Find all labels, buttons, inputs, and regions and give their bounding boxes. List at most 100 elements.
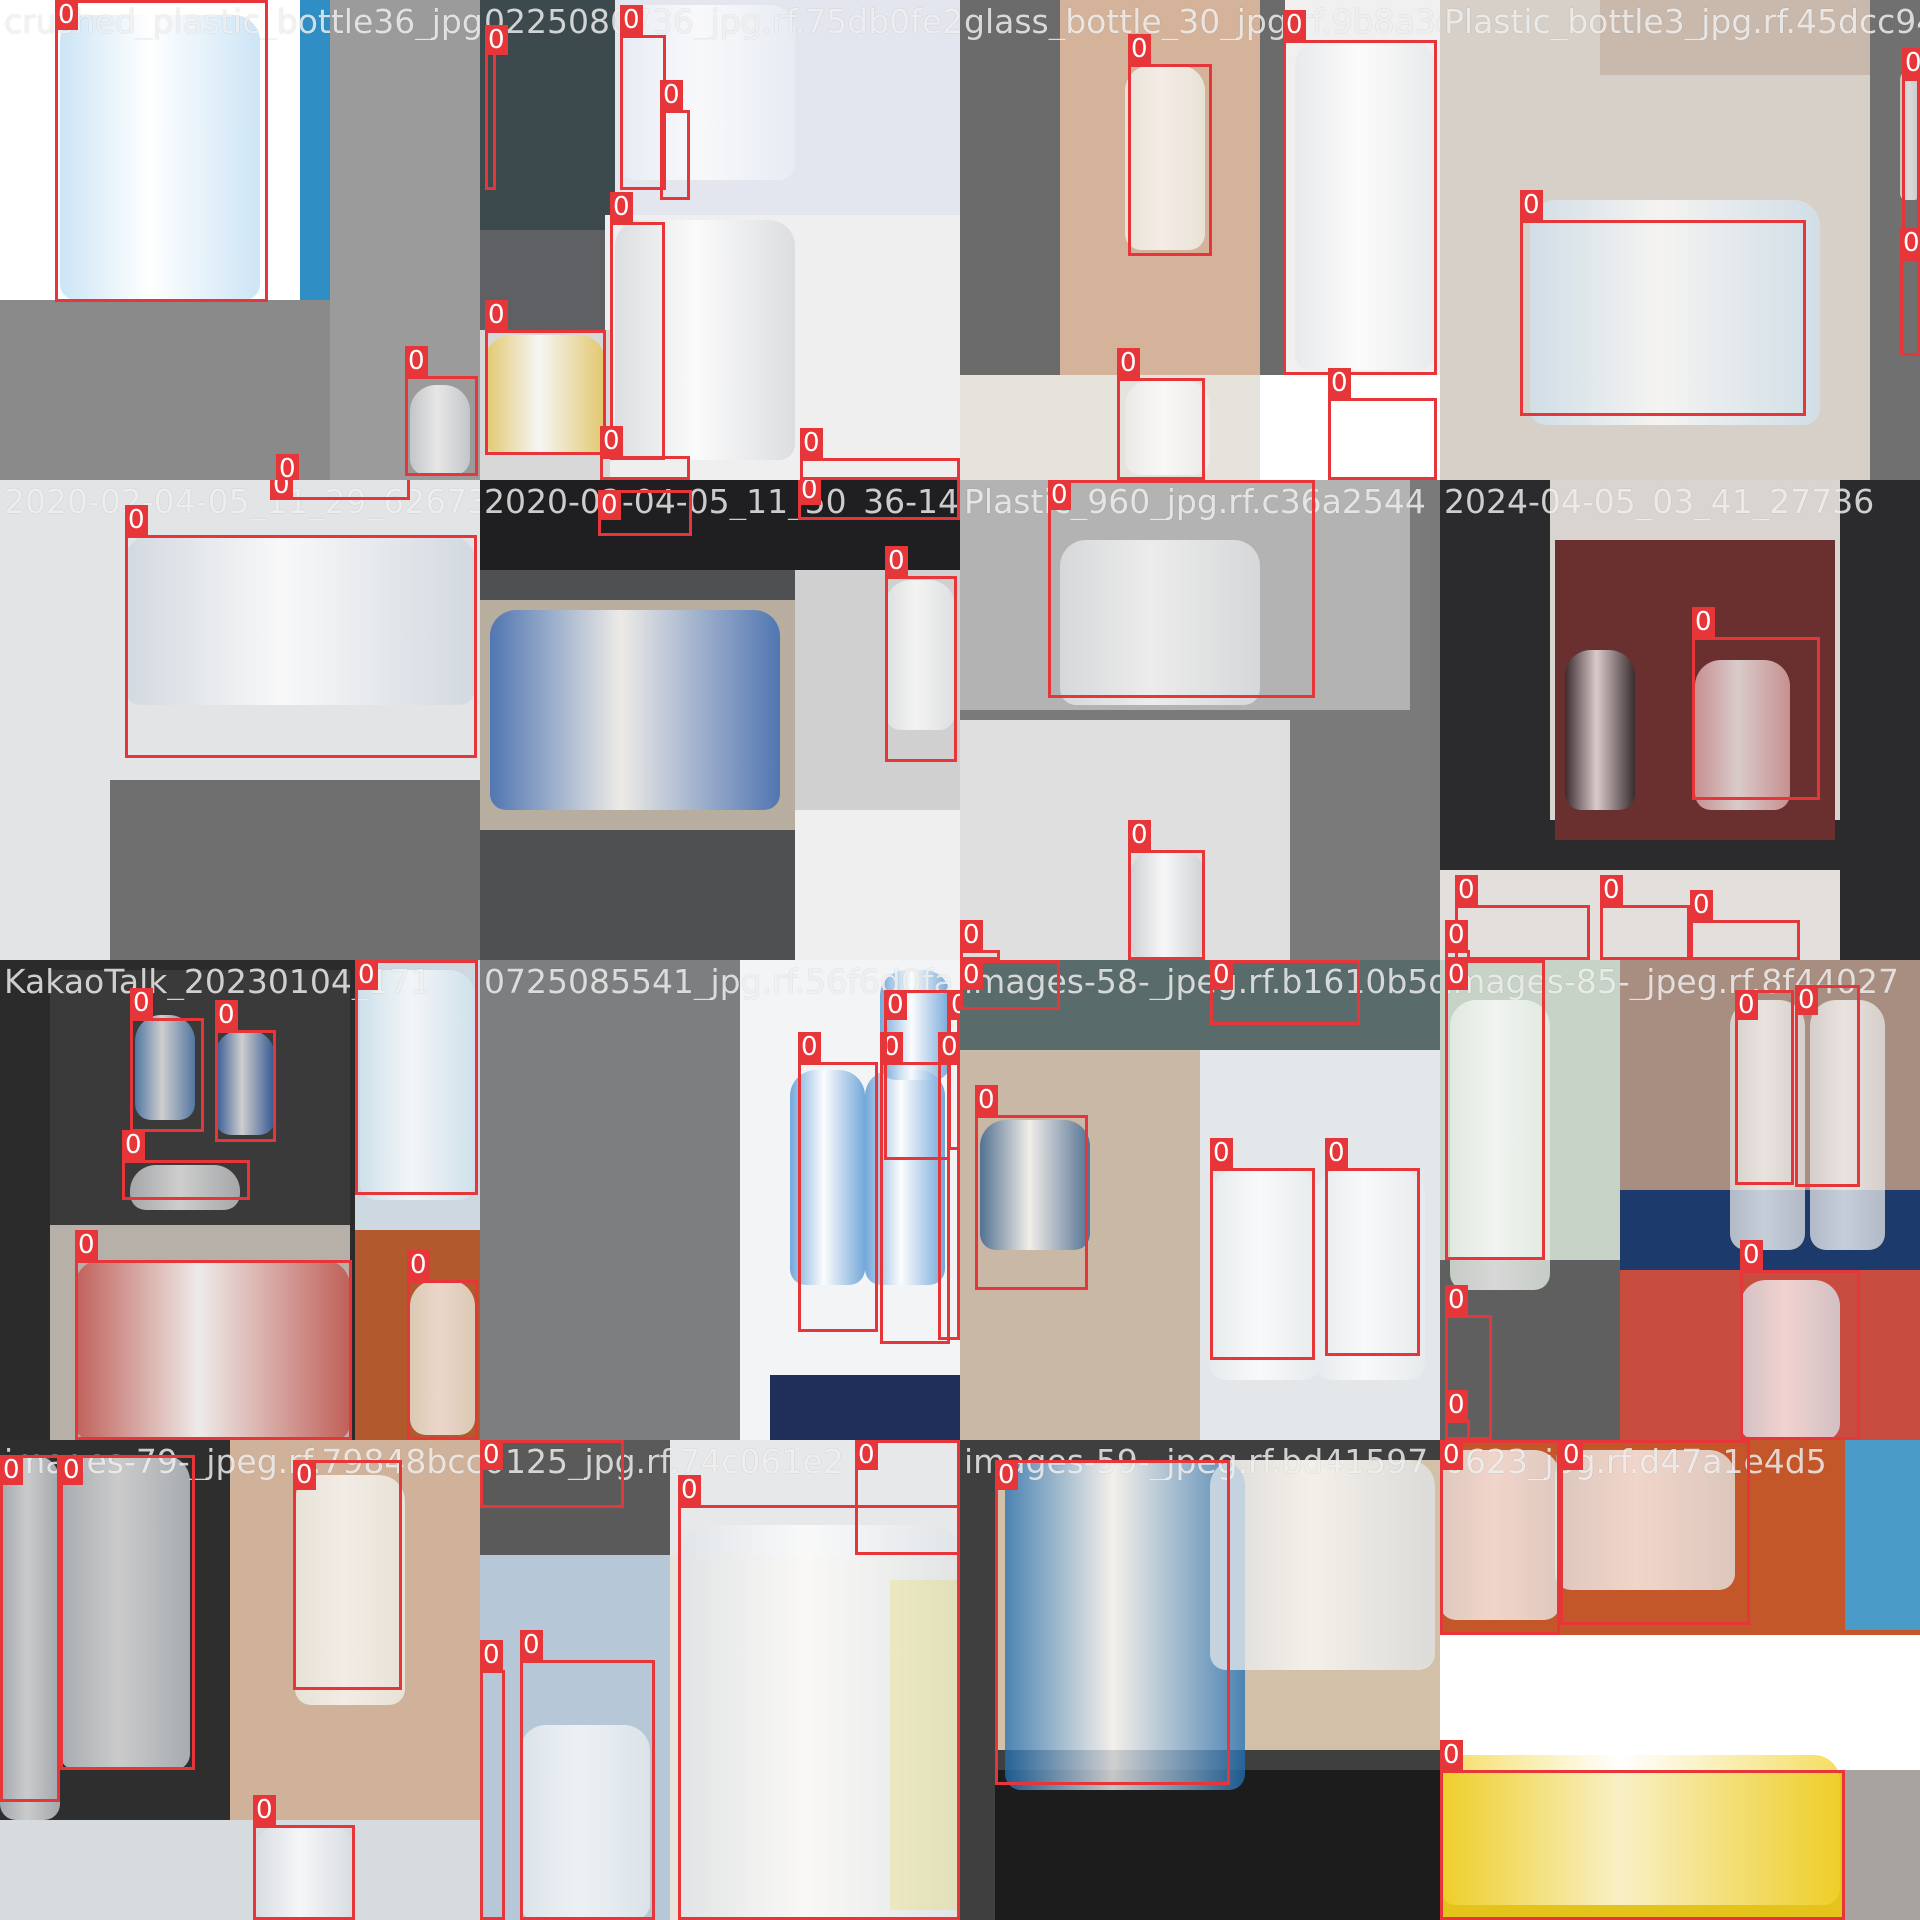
bottle-shape xyxy=(1695,660,1790,810)
bounding-box: 0 xyxy=(125,505,477,758)
photo-region xyxy=(480,960,740,1440)
bottle-shape xyxy=(1125,65,1205,250)
mosaic-tile: images-59-_jpeg.rf.bd41597 0 xyxy=(960,1440,1440,1920)
photo-region xyxy=(0,1820,480,1920)
photo-region xyxy=(995,1770,1440,1920)
class-label: 0 xyxy=(948,990,960,1020)
bounding-box: 0 xyxy=(60,1455,195,1770)
class-label: 0 xyxy=(122,1130,145,1160)
photo-backdrop xyxy=(1440,0,1920,480)
photo-region xyxy=(795,810,960,960)
bounding-box: 0 xyxy=(1445,1390,1470,1440)
class-label: 0 xyxy=(1210,1138,1233,1168)
bounding-box: 0 xyxy=(960,920,1000,960)
bounding-box: 0 xyxy=(660,80,690,200)
bounding-box: 0 xyxy=(610,192,665,460)
bottle-shape xyxy=(75,1260,350,1440)
photo-region xyxy=(960,720,1290,960)
bounding-box: 0 xyxy=(995,1460,1230,1785)
class-label: 0 xyxy=(1445,920,1468,950)
photo-region xyxy=(1600,0,1870,75)
bottle-shape xyxy=(255,1825,355,1920)
bounding-box: 0 xyxy=(407,1250,478,1440)
bottle-shape xyxy=(360,970,475,1200)
class-label: 0 xyxy=(1283,10,1306,40)
class-label: 0 xyxy=(480,1640,503,1670)
class-label: 0 xyxy=(1440,1740,1463,1770)
bottle-shape xyxy=(1130,850,1205,960)
bottle-shape xyxy=(60,1455,190,1770)
mosaic-tile: 0725085541_jpg.rf.56f6d0fa 0 0 0 0 0 xyxy=(480,960,960,1440)
bottle-shape xyxy=(295,1475,405,1705)
photo-backdrop xyxy=(480,480,960,960)
bounding-box: 0 xyxy=(1600,875,1690,960)
bounding-box: 0 xyxy=(270,480,410,500)
class-label: 0 xyxy=(678,1475,701,1505)
bottle-shape xyxy=(130,1165,240,1210)
bottle-shape xyxy=(1295,40,1435,370)
bottle-shape xyxy=(620,5,795,180)
bottle-shape xyxy=(1440,1755,1840,1905)
class-label: 0 xyxy=(975,1085,998,1115)
class-label: 0 xyxy=(660,80,683,110)
class-label: 0 xyxy=(355,960,378,990)
photo-backdrop xyxy=(480,1440,960,1920)
class-label: 0 xyxy=(1210,960,1233,990)
photo-backdrop xyxy=(0,480,480,960)
bottle-shape xyxy=(1440,1450,1560,1620)
class-label: 0 xyxy=(293,1460,316,1490)
photo-backdrop xyxy=(960,0,1440,480)
photo-region xyxy=(770,1375,960,1440)
photo-backdrop xyxy=(960,480,1440,960)
class-label: 0 xyxy=(276,454,299,480)
photo-region xyxy=(1440,870,1840,960)
bounding-box: 0 xyxy=(480,1640,505,1920)
class-label: 0 xyxy=(960,920,983,950)
class-label: 0 xyxy=(1902,48,1920,78)
mosaic-tile: glass_bottle_30_jpg.rf.9b8a3c4 0 0 0 0 xyxy=(960,0,1440,480)
bounding-box: 0 xyxy=(480,1440,624,1508)
bounding-box: 0 xyxy=(975,1085,1088,1290)
bottle-shape xyxy=(1450,1000,1550,1290)
class-label: 0 xyxy=(1117,348,1140,378)
photo-region xyxy=(300,0,330,300)
class-label: 0 xyxy=(598,490,621,520)
mosaic-tile: 2020-02-04-05_11_50_36-1473 0 0 0 xyxy=(480,480,960,960)
bottle-shape xyxy=(1210,1170,1320,1380)
class-label: 0 xyxy=(1440,1440,1463,1470)
bounding-box: 0 xyxy=(485,25,508,190)
class-label: 0 xyxy=(1128,34,1151,64)
class-label: 0 xyxy=(1600,875,1623,905)
photo-region xyxy=(480,1440,670,1555)
bottle-shape xyxy=(615,220,795,460)
photo-region xyxy=(480,480,960,570)
bounding-boxes: 0 xyxy=(960,1440,1440,1920)
class-label: 0 xyxy=(270,480,293,500)
class-label: 0 xyxy=(1560,1440,1583,1470)
mosaic-tile: 0225080736_jpg.rf.75db0fe2d51562cffbe0d0… xyxy=(480,0,960,480)
bottle-shape xyxy=(885,580,955,730)
bounding-box: 0 xyxy=(678,1475,960,1920)
class-label: 0 xyxy=(253,1795,276,1825)
mosaic-tile: 0125_jpg.rf.74c061e2 0 0 0 0 0 xyxy=(480,1440,960,1920)
class-label: 0 xyxy=(215,1000,238,1030)
bottle-shape xyxy=(1740,1280,1840,1440)
bottle-shape xyxy=(1900,70,1920,200)
bounding-box: 0 xyxy=(960,960,1060,1010)
photo-backdrop xyxy=(960,960,1440,1440)
bottle-shape xyxy=(1060,540,1260,705)
bounding-box: 0 xyxy=(1128,34,1212,256)
photo-region xyxy=(960,960,1440,1050)
mosaic-tile: KakaoTalk_20230104_171 0 0 0 0 0 0 xyxy=(0,960,480,1440)
class-label: 0 xyxy=(125,505,148,535)
mosaic-tile: crushed_plastic_bottle36_jpg 0 0 0 xyxy=(0,0,480,480)
class-label: 0 xyxy=(1128,820,1151,850)
class-label: 0 xyxy=(407,1250,430,1280)
photo-backdrop xyxy=(1440,1440,1920,1920)
class-label: 0 xyxy=(1520,190,1543,220)
class-label: 0 xyxy=(1692,607,1715,637)
mosaic-tile: 0623_jpg.rf.d47a1e4d5 0 0 0 xyxy=(1440,1440,1920,1920)
